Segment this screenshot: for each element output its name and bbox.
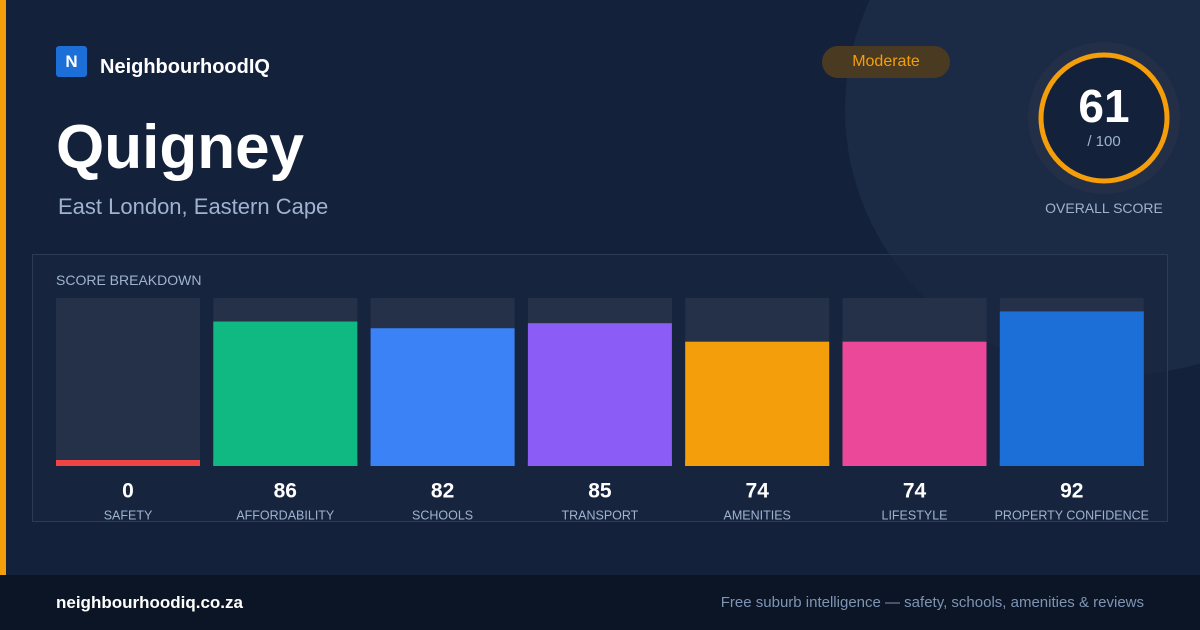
chart-title: SCORE BREAKDOWN xyxy=(56,272,202,288)
value-label: 92 xyxy=(1060,480,1083,503)
title: Quigney xyxy=(56,113,305,182)
footer-url: neighbourhoodiq.co.za xyxy=(56,593,243,612)
bar-chart: 0 SAFETY 86 AFFORDABILITY 82 SCHOOLS 85 TRANSPO… xyxy=(56,298,1149,522)
bar xyxy=(842,341,987,466)
category-label: TRANSPORT xyxy=(561,508,638,522)
score-gauge: 61 / 100 xyxy=(1028,42,1180,194)
value-label: 85 xyxy=(588,480,612,503)
value-label: 82 xyxy=(431,480,454,503)
bar xyxy=(685,341,830,466)
value-label: 86 xyxy=(274,480,297,503)
footer-tagline: Free suburb intelligence — safety, schoo… xyxy=(720,594,1144,611)
bar xyxy=(999,311,1144,466)
score-value: 61 xyxy=(1078,80,1129,132)
category-label: AFFORDABILITY xyxy=(236,508,335,522)
bar xyxy=(370,328,515,466)
category-label: PROPERTY CONFIDENCE xyxy=(995,508,1149,522)
value-label: 0 xyxy=(122,480,134,503)
accent-stripe xyxy=(0,0,6,575)
category-label: SCHOOLS xyxy=(412,508,473,522)
bar-track xyxy=(56,298,200,466)
bar xyxy=(527,323,672,466)
bar-floor xyxy=(56,460,200,466)
category-label: AMENITIES xyxy=(724,508,791,522)
category-label: LIFESTYLE xyxy=(882,508,948,522)
value-label: 74 xyxy=(746,480,770,503)
subtitle: East London, Eastern Cape xyxy=(58,194,329,219)
gauge-ring xyxy=(1038,52,1170,184)
score-out-of: / 100 xyxy=(1087,133,1120,150)
footer xyxy=(0,575,1200,630)
brand: NeighbourhoodIQ xyxy=(100,56,270,78)
badge: Moderate xyxy=(822,46,950,78)
category-label: SAFETY xyxy=(104,508,153,522)
score-label: OVERALL SCORE xyxy=(1045,200,1163,216)
logo: N xyxy=(56,46,87,77)
bar xyxy=(213,321,358,466)
value-label: 74 xyxy=(903,480,927,503)
